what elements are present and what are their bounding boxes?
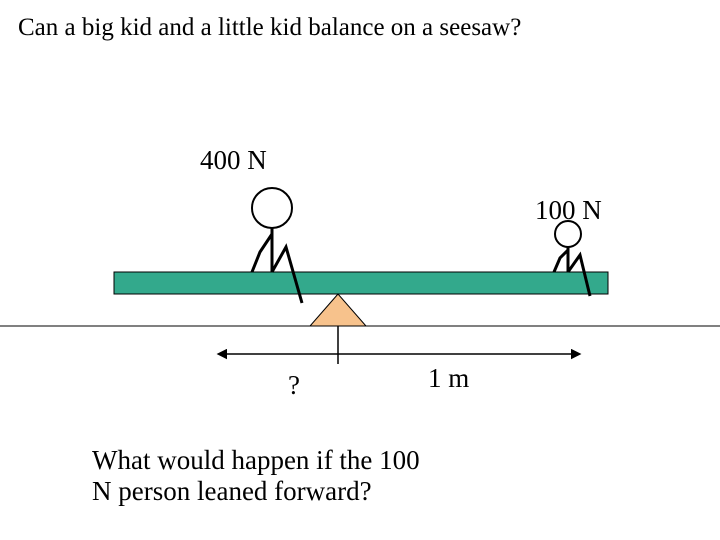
fulcrum [310, 294, 366, 326]
left-distance-label: ? [288, 370, 300, 401]
page-title: Can a big kid and a little kid balance o… [18, 14, 521, 42]
small-kid-arm [554, 250, 568, 272]
small-kid-force-label: 100 N [535, 195, 602, 226]
seesaw-beam [114, 272, 608, 294]
question-followup: What would happen if the 100 N person le… [92, 445, 420, 507]
big-kid-arm [252, 234, 272, 272]
right-distance-label: 1 m [428, 363, 469, 394]
big-kid-head [252, 188, 292, 228]
big-kid-force-label: 400 N [200, 145, 267, 176]
